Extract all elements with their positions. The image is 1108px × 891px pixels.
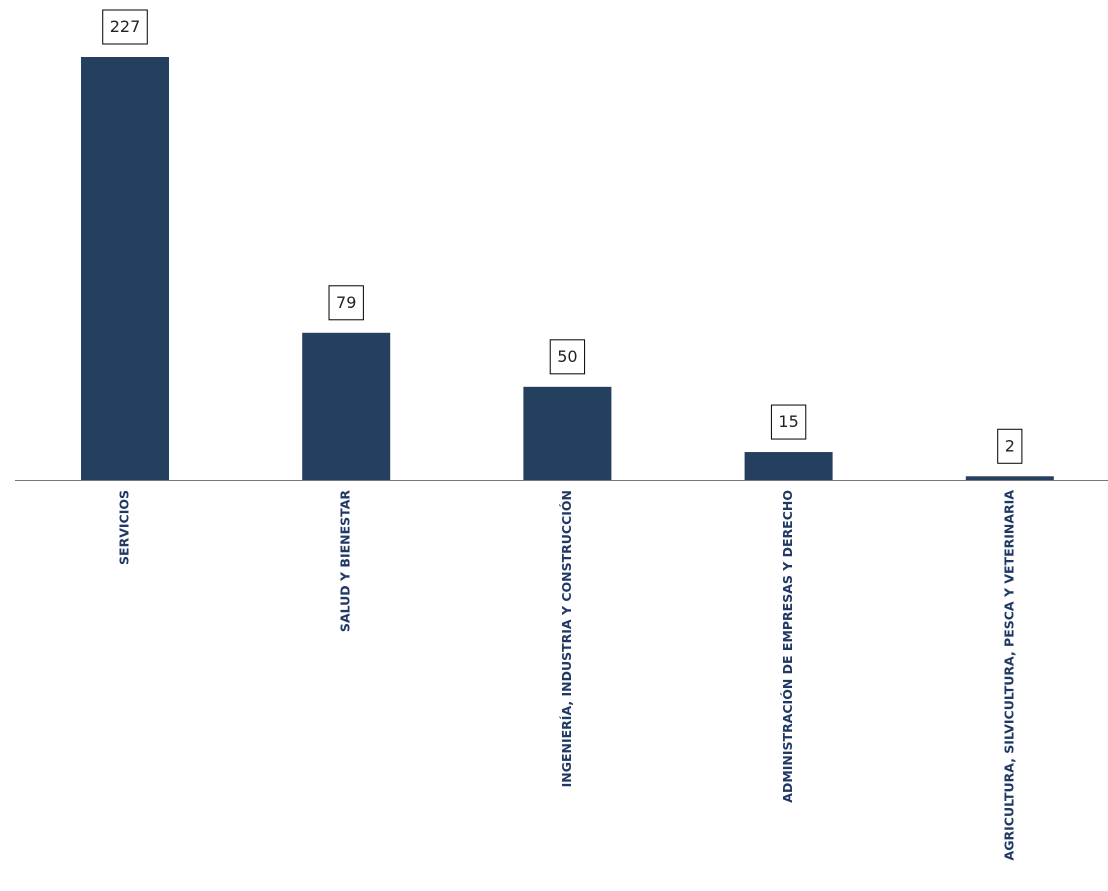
bar [744,452,833,480]
value-label: 227 [110,17,141,36]
value-label: 50 [557,347,577,366]
bar [81,57,169,480]
x-tick-label: INGENIERÍA, INDUSTRIA Y CONSTRUCCIÓN [559,490,574,787]
x-tick-label: SALUD Y BIENESTAR [338,490,353,632]
value-label-box [997,428,1023,464]
value-label: 15 [778,412,798,431]
x-tick-label: AGRICULTURA, SILVICULTURA, PESCA Y VETER… [1001,490,1016,861]
x-tick-label: SERVICIOS [117,490,132,565]
value-label-box [328,285,364,321]
bar [302,332,391,480]
value-label: 2 [1005,436,1015,455]
bar [965,476,1054,480]
value-label-box [549,339,586,375]
value-label: 79 [336,293,356,312]
bar [523,386,612,480]
x-tick-label: ADMINISTRACIÓN DE EMPRESAS Y DERECHO [780,490,795,803]
value-label-box [770,404,807,440]
value-label-box [102,9,148,45]
